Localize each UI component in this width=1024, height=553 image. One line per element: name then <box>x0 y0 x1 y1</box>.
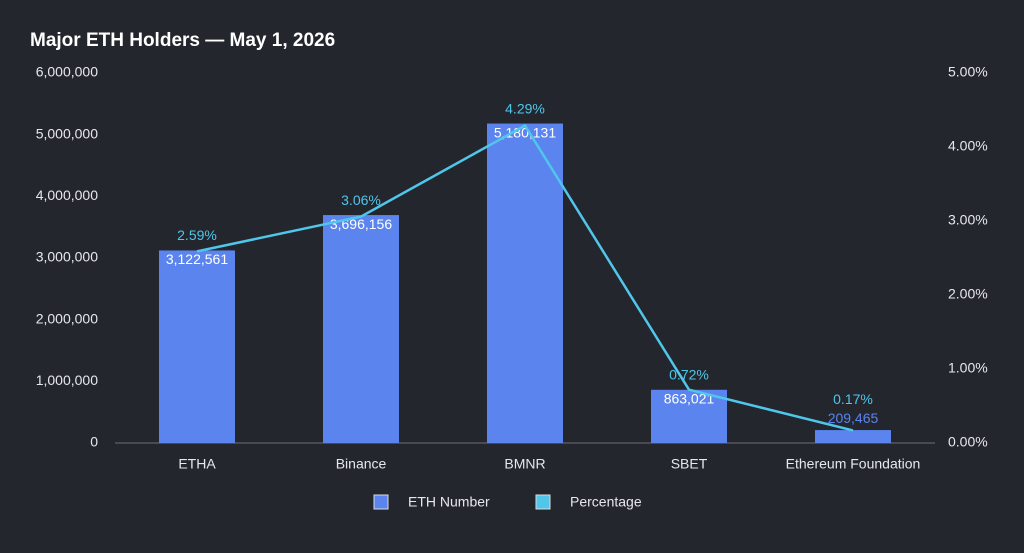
legend-swatch <box>535 494 551 510</box>
bar <box>159 250 235 443</box>
y-tick-label: 1,000,000 <box>36 372 98 388</box>
bar-value-label: 863,021 <box>664 390 715 406</box>
chart-title: Major ETH Holders — May 1, 2026 <box>30 30 335 51</box>
y2-tick-label: 2.00% <box>948 286 988 302</box>
y-tick-label: 0 <box>90 434 98 450</box>
legend-label: Percentage <box>570 494 642 510</box>
y2-tick-label: 0.00% <box>948 434 988 450</box>
x-tick-label: BMNR <box>504 456 545 472</box>
percentage-line <box>196 123 854 432</box>
y2-tick-label: 4.00% <box>948 138 988 154</box>
y2-tick-label: 1.00% <box>948 360 988 376</box>
bar <box>651 389 727 443</box>
x-tick-label: Binance <box>336 456 387 472</box>
bar <box>323 215 399 443</box>
y-tick-label: 2,000,000 <box>36 310 98 326</box>
bar-value-label: 209,465 <box>828 410 879 426</box>
percentage-label: 0.72% <box>669 366 709 382</box>
bar-value-label: 3,122,561 <box>166 251 228 267</box>
x-tick-label: ETHA <box>178 456 216 472</box>
percentage-label: 2.59% <box>177 227 217 243</box>
percentage-label: 3.06% <box>341 192 381 208</box>
y-tick-label: 5,000,000 <box>36 125 98 141</box>
x-tick-label: SBET <box>671 456 708 472</box>
legend-swatch <box>373 494 389 510</box>
y2-tick-label: 5.00% <box>948 64 988 80</box>
y2-tick-label: 3.00% <box>948 212 988 228</box>
bar <box>815 430 891 443</box>
y-tick-label: 3,000,000 <box>36 249 98 265</box>
bar-value-label: 3,696,156 <box>330 216 392 232</box>
y-tick-label: 4,000,000 <box>36 187 98 203</box>
percentage-label: 0.17% <box>833 391 873 407</box>
bar-value-label: 5,180,131 <box>494 124 556 140</box>
legend-label: ETH Number <box>408 494 490 510</box>
y-tick-label: 6,000,000 <box>36 64 98 80</box>
percentage-label: 4.29% <box>505 100 545 116</box>
bar <box>487 123 563 443</box>
x-tick-label: Ethereum Foundation <box>786 456 921 472</box>
